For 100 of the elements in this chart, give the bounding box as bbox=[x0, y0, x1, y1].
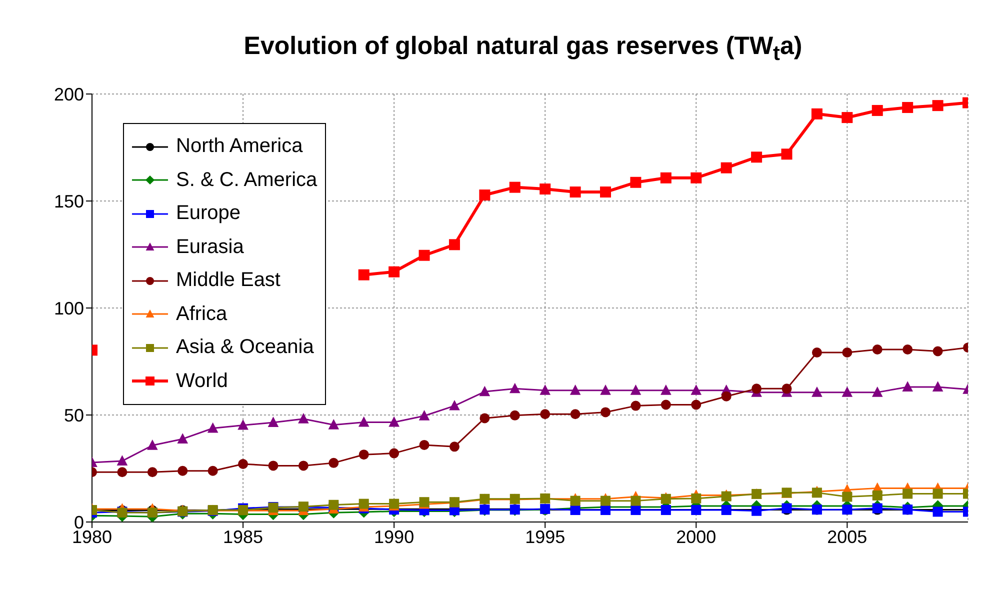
legend-label: Asia & Oceania bbox=[176, 335, 314, 360]
point bbox=[752, 384, 762, 394]
point bbox=[358, 498, 369, 509]
legend-label: Middle East bbox=[176, 268, 280, 293]
point bbox=[902, 381, 913, 392]
legend-label: Europe bbox=[176, 201, 240, 226]
point bbox=[238, 459, 248, 470]
point bbox=[932, 488, 943, 499]
point bbox=[570, 409, 580, 420]
x-tick-label: 2005 bbox=[827, 526, 868, 547]
x-tick-label: 2000 bbox=[676, 526, 716, 547]
point bbox=[630, 384, 642, 395]
point bbox=[510, 410, 520, 420]
point bbox=[298, 460, 308, 471]
point bbox=[872, 490, 882, 500]
point bbox=[268, 460, 278, 471]
point bbox=[570, 496, 580, 506]
point bbox=[570, 384, 581, 395]
point bbox=[116, 455, 128, 466]
point bbox=[600, 407, 611, 418]
point bbox=[690, 172, 702, 184]
point bbox=[178, 466, 188, 476]
x-tick-label: 1990 bbox=[374, 526, 414, 547]
point bbox=[630, 400, 641, 411]
point bbox=[842, 492, 852, 502]
y-tick-label: 100 bbox=[54, 298, 84, 318]
point bbox=[630, 176, 642, 188]
point bbox=[782, 384, 792, 394]
point bbox=[600, 384, 611, 395]
point bbox=[932, 381, 944, 392]
point bbox=[660, 384, 672, 395]
point bbox=[842, 112, 853, 124]
point bbox=[812, 386, 822, 397]
point bbox=[328, 500, 339, 510]
point bbox=[117, 467, 128, 478]
point bbox=[509, 382, 520, 394]
point bbox=[479, 386, 490, 396]
point bbox=[208, 466, 218, 476]
point bbox=[298, 413, 309, 424]
chart-title: Evolution of global natural gas reserves (TW$_{t}$a) bbox=[242, 32, 804, 66]
point bbox=[540, 184, 551, 195]
point bbox=[358, 269, 370, 280]
point bbox=[630, 496, 641, 506]
point bbox=[660, 172, 672, 184]
y-tick-label: 150 bbox=[54, 191, 84, 212]
legend-label: World bbox=[176, 368, 228, 394]
point bbox=[781, 148, 792, 160]
point bbox=[690, 384, 702, 395]
point bbox=[540, 384, 551, 395]
point bbox=[147, 440, 158, 450]
point bbox=[691, 493, 702, 504]
point bbox=[720, 162, 732, 174]
y-tick-label: 50 bbox=[64, 405, 84, 426]
point bbox=[449, 400, 460, 410]
point bbox=[932, 100, 944, 112]
point bbox=[419, 440, 430, 450]
point bbox=[480, 413, 490, 424]
point bbox=[449, 442, 460, 452]
point bbox=[268, 416, 279, 427]
y-tick-label: 200 bbox=[54, 84, 84, 104]
point bbox=[540, 409, 550, 420]
x-tick-label: 1985 bbox=[223, 526, 264, 547]
point bbox=[448, 239, 460, 250]
legend-label: S. & C. America bbox=[176, 168, 318, 192]
point bbox=[691, 400, 702, 410]
legend-label: North America bbox=[176, 134, 303, 159]
legend-label: Eurasia bbox=[176, 234, 244, 260]
point bbox=[902, 102, 914, 113]
point bbox=[570, 186, 581, 198]
point bbox=[751, 152, 762, 163]
point bbox=[147, 467, 158, 478]
x-tick-label: 1995 bbox=[525, 526, 566, 547]
point bbox=[811, 108, 822, 120]
point bbox=[389, 448, 400, 458]
point bbox=[418, 410, 430, 420]
point bbox=[872, 386, 883, 397]
point bbox=[721, 391, 732, 402]
point bbox=[328, 418, 340, 430]
point bbox=[418, 250, 430, 261]
point bbox=[842, 348, 852, 358]
point bbox=[600, 186, 612, 198]
point bbox=[842, 386, 853, 397]
point bbox=[388, 266, 400, 278]
point bbox=[660, 400, 671, 410]
point bbox=[872, 104, 883, 116]
legend-label: Africa bbox=[176, 302, 228, 326]
point bbox=[932, 346, 943, 356]
point bbox=[902, 344, 913, 355]
point bbox=[479, 190, 490, 201]
point bbox=[207, 422, 218, 433]
point bbox=[388, 416, 400, 427]
point bbox=[177, 433, 188, 444]
point bbox=[872, 344, 882, 355]
point bbox=[358, 416, 370, 427]
point bbox=[600, 496, 611, 506]
point bbox=[812, 348, 822, 358]
point bbox=[902, 488, 913, 499]
point bbox=[238, 419, 248, 430]
point bbox=[358, 450, 369, 460]
point bbox=[509, 182, 520, 193]
